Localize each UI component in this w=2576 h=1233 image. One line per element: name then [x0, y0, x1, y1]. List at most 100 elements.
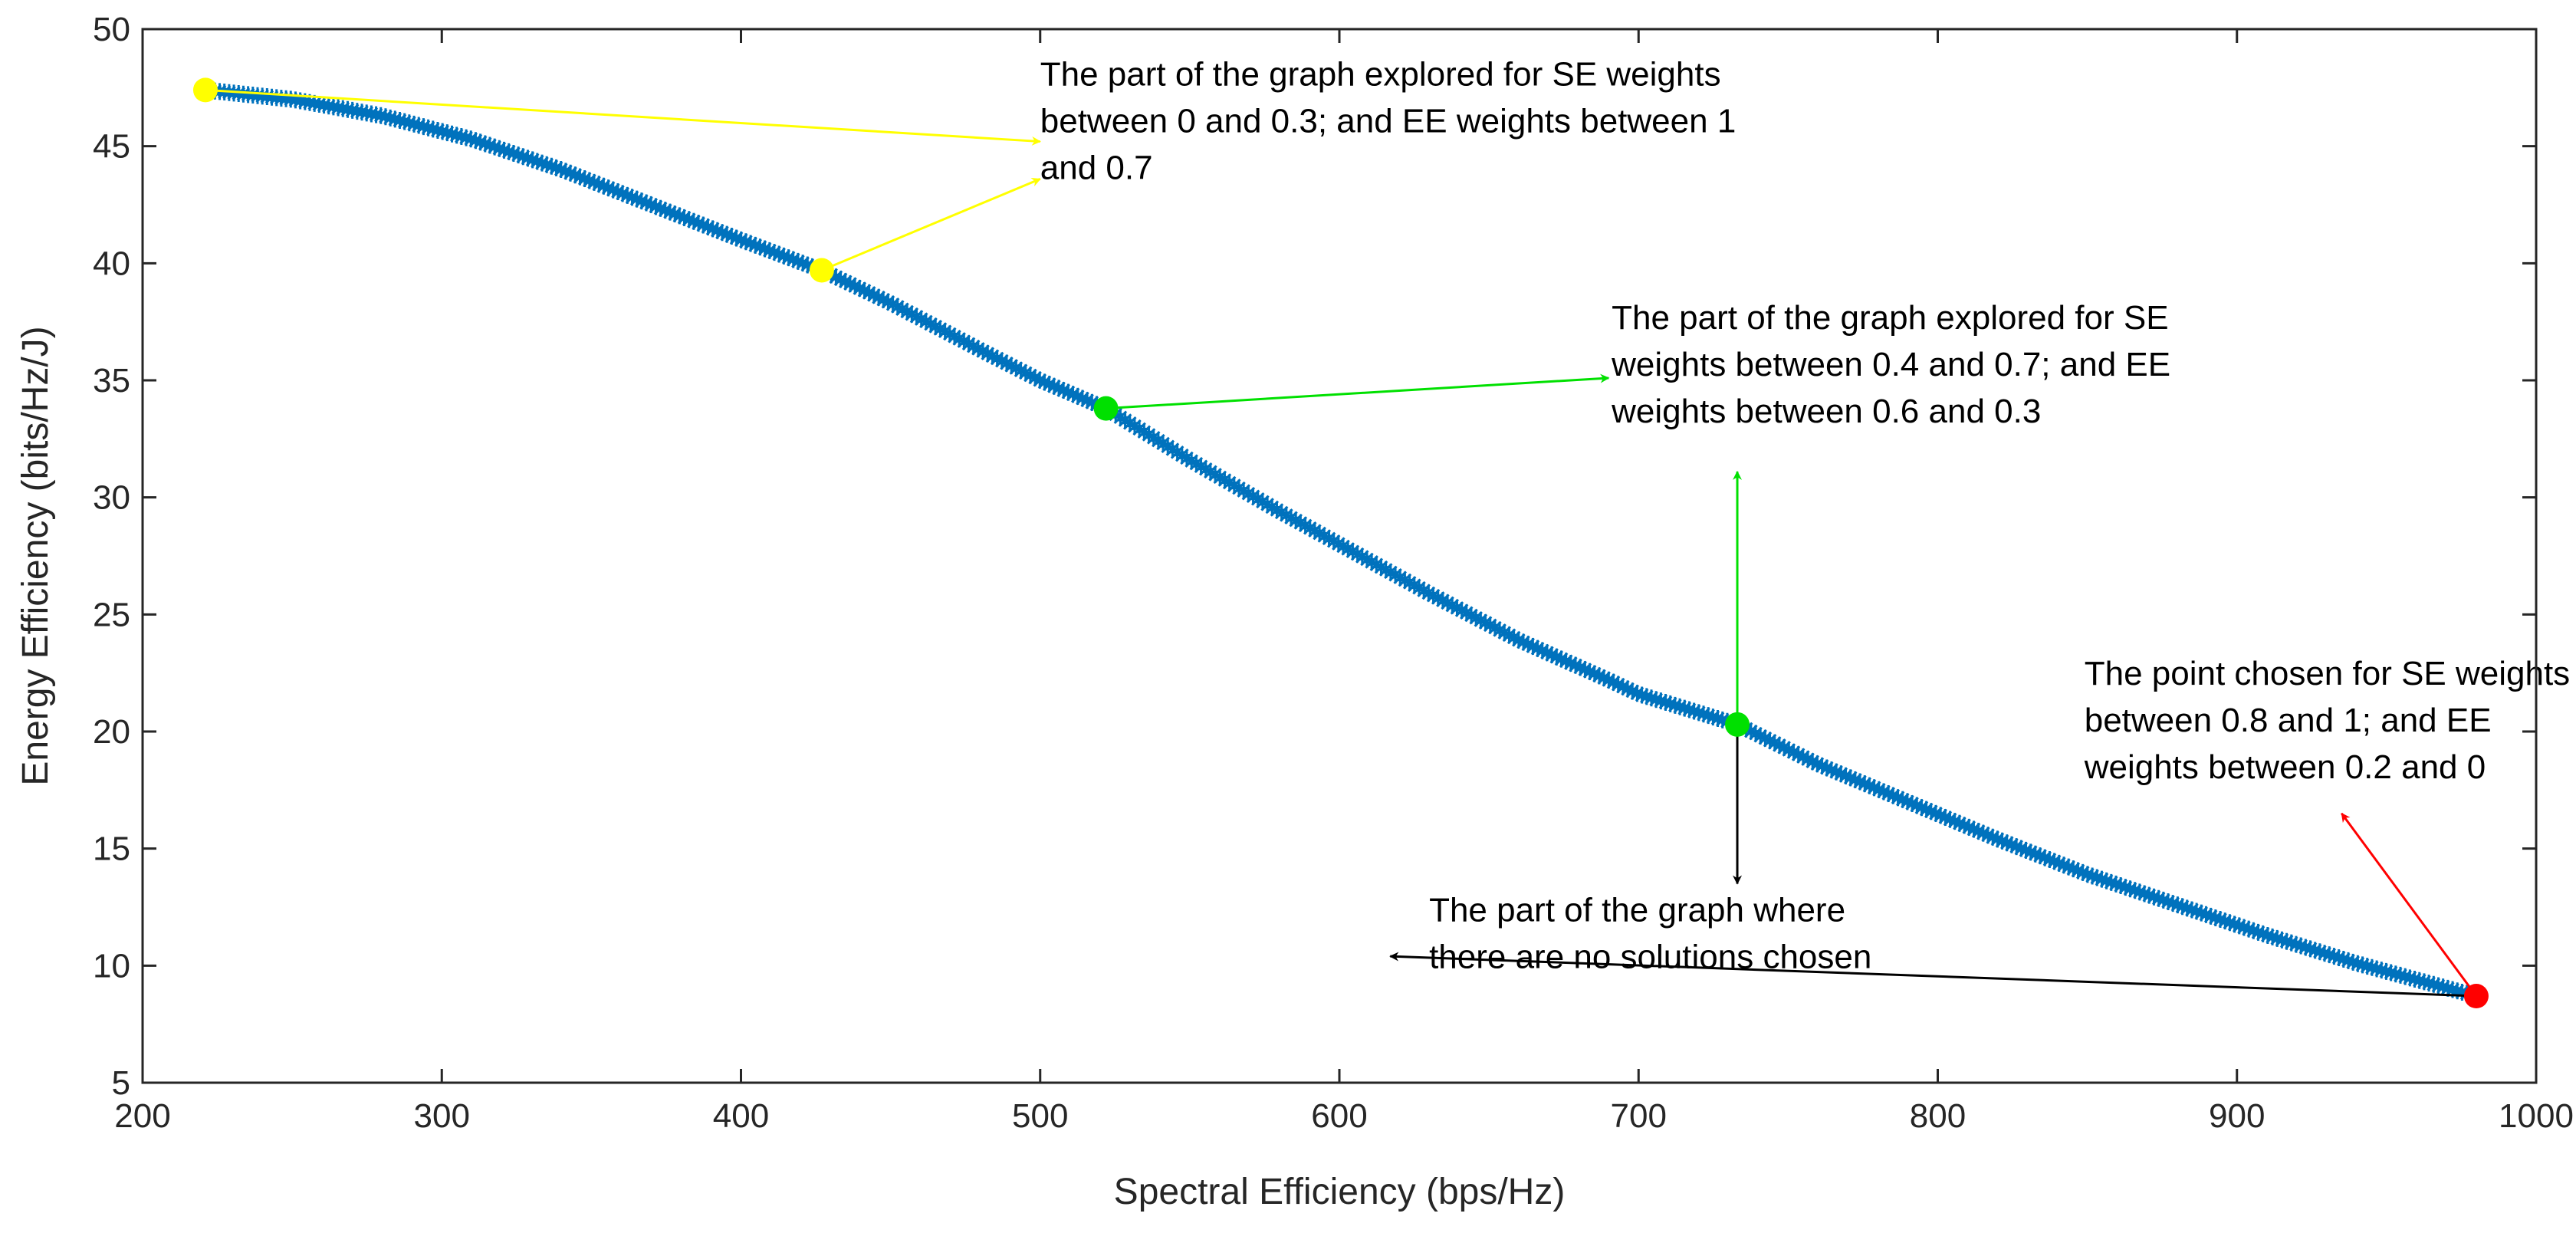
y-tick-label: 10	[93, 947, 130, 985]
data-point-marker	[988, 350, 1006, 367]
data-point-marker	[1832, 765, 1850, 783]
data-point-marker	[1320, 530, 1338, 547]
data-point-marker	[917, 313, 935, 330]
data-point-marker	[1898, 793, 1916, 810]
data-point-marker	[1609, 676, 1627, 693]
data-point-marker	[2344, 953, 2362, 971]
data-point-marker	[590, 176, 608, 193]
data-point-marker	[1524, 638, 1542, 656]
data-point-marker	[932, 321, 949, 338]
data-point-marker	[1960, 818, 1978, 836]
y-tick-label: 15	[93, 830, 130, 868]
data-point-marker	[528, 153, 546, 170]
data-point-marker	[2410, 972, 2428, 989]
data-point-marker	[580, 172, 598, 189]
yellow-arrow-1	[205, 88, 1041, 146]
data-point-marker	[1974, 824, 1992, 842]
data-point-marker	[2444, 981, 2462, 998]
data-point-marker	[1221, 474, 1238, 492]
data-point-marker	[2358, 958, 2376, 975]
data-point-marker	[458, 129, 475, 146]
data-point-marker	[2022, 843, 2039, 861]
data-point-marker	[751, 238, 769, 256]
data-point-marker	[1695, 705, 1713, 723]
data-point-marker	[1287, 511, 1305, 529]
data-point-marker	[462, 130, 480, 148]
data-point-marker	[1567, 656, 1585, 674]
data-point-marker	[1135, 423, 1153, 441]
x-tick-label: 200	[114, 1097, 170, 1135]
data-point-marker	[1770, 736, 1788, 754]
data-point-marker	[2045, 853, 2063, 870]
black-arrow-left	[1389, 952, 2477, 998]
data-point-marker	[391, 112, 409, 130]
data-point-marker	[1572, 659, 1589, 676]
data-point-marker	[2264, 928, 2282, 945]
data-point-marker	[1605, 673, 1622, 691]
data-point-marker	[2406, 971, 2423, 988]
data-point-marker	[789, 252, 807, 270]
data-point-marker	[2017, 841, 2035, 859]
data-point-marker	[439, 124, 456, 142]
data-point-marker	[2078, 866, 2096, 883]
data-point-marker	[1666, 696, 1684, 714]
data-point-marker	[415, 118, 432, 136]
data-point-marker	[960, 335, 978, 353]
data-point-marker	[865, 286, 882, 304]
data-point-marker	[1600, 671, 1618, 689]
data-point-marker	[1259, 495, 1276, 513]
data-point-marker	[1453, 602, 1470, 620]
data-point-marker	[1188, 455, 1205, 472]
annotation-green-line: The part of the graph explored for SE	[1612, 299, 2168, 337]
data-point-marker	[1520, 636, 1537, 653]
data-point-marker	[2188, 903, 2206, 920]
data-point-marker	[2392, 966, 2410, 984]
data-point-marker	[2226, 916, 2243, 933]
data-point-marker	[955, 333, 973, 350]
data-point-marker	[661, 203, 678, 221]
data-point-marker	[964, 337, 982, 355]
data-point-marker	[647, 198, 665, 215]
annotation-green-line: weights between 0.4 and 0.7; and EE	[1611, 346, 2170, 383]
y-tick-label: 40	[93, 245, 130, 282]
data-point-marker	[2074, 863, 2091, 881]
data-point-marker	[2249, 923, 2267, 941]
data-point-marker	[1055, 381, 1073, 399]
data-point-marker	[1789, 746, 1807, 764]
data-point-marker	[1311, 524, 1329, 542]
data-point-marker	[2387, 965, 2404, 983]
data-point-marker	[1073, 390, 1091, 407]
data-point-marker	[2183, 901, 2200, 919]
data-point-marker	[1079, 392, 1096, 409]
data-point-marker	[2197, 906, 2215, 923]
data-point-marker	[2041, 851, 2058, 868]
data-point-marker	[1387, 566, 1405, 584]
data-point-marker	[1463, 607, 1480, 624]
data-point-marker	[1548, 648, 1566, 666]
data-point-marker	[1842, 769, 1859, 787]
data-point-marker	[609, 182, 626, 200]
data-point-marker	[1799, 751, 1817, 768]
annotation-black: The part of the graph where there are no …	[1429, 891, 1871, 975]
data-point-marker	[1856, 775, 1874, 793]
data-point-marker	[410, 117, 428, 134]
data-point-marker	[1932, 807, 1950, 824]
data-point-marker	[1444, 597, 1461, 614]
data-point-marker	[1467, 609, 1485, 626]
data-point-marker	[2235, 919, 2252, 936]
data-point-marker	[552, 160, 570, 178]
data-point-marker	[2415, 973, 2433, 991]
data-point-marker	[1704, 709, 1722, 726]
data-point-marker	[2354, 956, 2371, 974]
data-point-marker	[1813, 757, 1831, 774]
data-point-marker	[452, 128, 470, 146]
data-point-marker	[893, 301, 911, 318]
data-point-marker	[2121, 880, 2139, 898]
data-point-marker	[1950, 814, 1968, 832]
annotation-yellow-line: The part of the graph explored for SE we…	[1040, 55, 1721, 93]
data-point-marker	[2107, 875, 2124, 893]
data-point-marker	[1671, 698, 1689, 715]
data-point-marker	[794, 255, 812, 272]
data-point-marker	[784, 251, 802, 268]
data-point-marker	[2434, 978, 2452, 996]
